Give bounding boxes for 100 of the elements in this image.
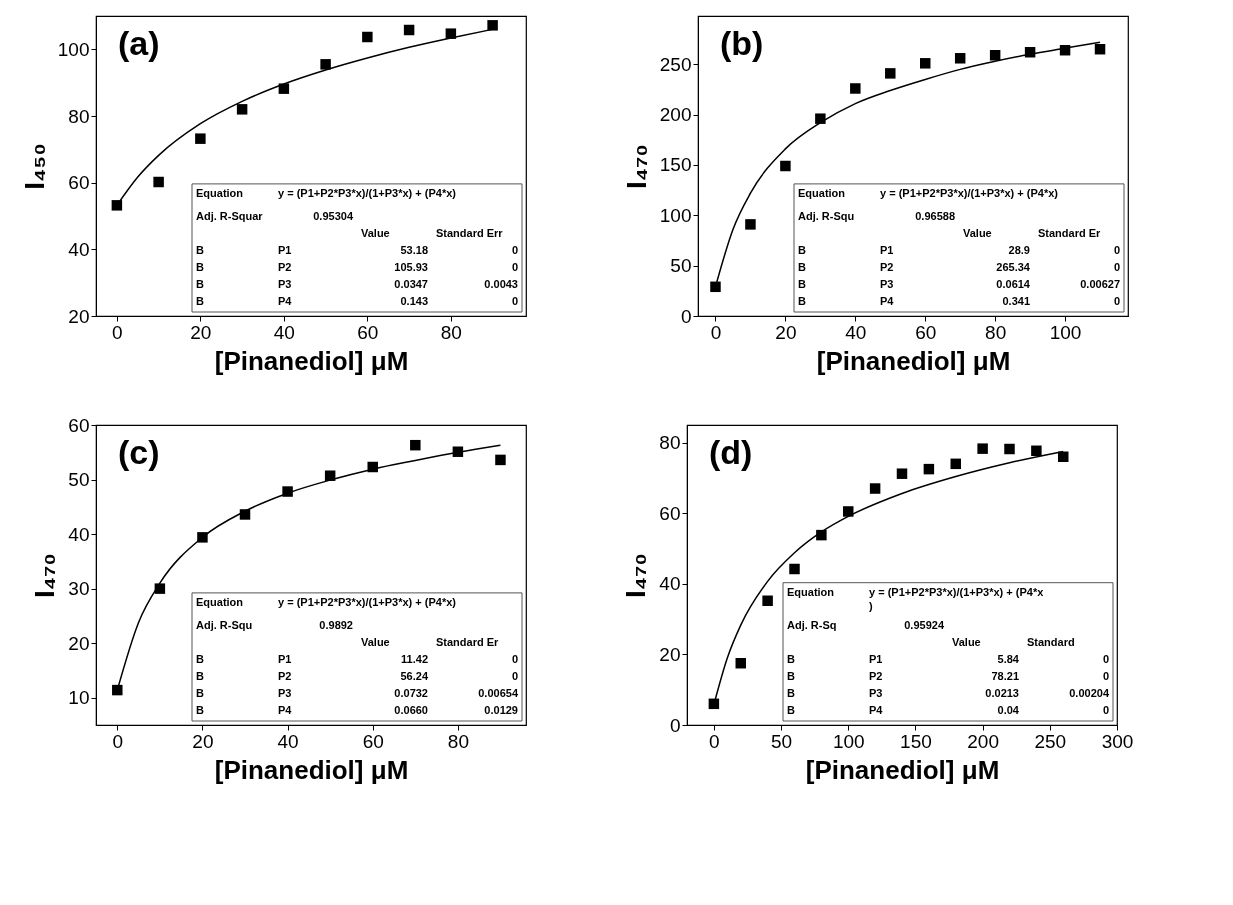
annotation: P3 [880, 277, 894, 290]
x-tick-label: 0 [709, 730, 720, 752]
annotation: 0 [511, 243, 518, 256]
x-tick-label: 0 [112, 321, 123, 343]
annotation: Adj. R-Sq [787, 618, 837, 631]
y-tick-label: 0 [680, 305, 692, 327]
annotation: P1 [869, 652, 883, 665]
y-tick-label: 60 [659, 502, 681, 524]
x-tick-label: 0 [710, 321, 722, 343]
x-tick-label: 100 [1049, 321, 1082, 343]
point [195, 133, 206, 144]
point [320, 59, 331, 70]
x-tick-label: 100 [832, 730, 865, 752]
annotation: P4 [278, 703, 293, 716]
annotation: 0.0660 [394, 703, 428, 716]
x-tick-label: 200 [967, 730, 999, 752]
annotation: P1 [880, 243, 894, 256]
annotation: 0 [1113, 260, 1120, 273]
point [1094, 43, 1106, 55]
chart-title: (a) [118, 24, 160, 62]
point [896, 468, 908, 479]
annotation: 0.143 [400, 294, 428, 307]
y-tick-label: 150 [659, 154, 692, 176]
annotation: 0.0213 [985, 686, 1019, 699]
point [362, 31, 373, 43]
x-tick-label: 40 [273, 321, 295, 343]
annotation: Value [361, 635, 390, 648]
annotation: 0.00654 [478, 686, 519, 699]
annotation: Standard Er [436, 635, 500, 648]
point [869, 483, 881, 494]
x-axis-title: [Pinanediol] μM [805, 754, 1000, 785]
y-axis-title: I₄₇₀ [620, 144, 652, 189]
y-axis-title: I₄₇₀ [29, 553, 61, 598]
y-tick-label: 30 [68, 578, 90, 600]
x-tick-label: 80 [447, 730, 469, 752]
annotation: 0 [1102, 652, 1109, 665]
annotation: P3 [278, 277, 292, 290]
annotation: 0 [511, 260, 518, 273]
point [954, 53, 966, 64]
annotation: Equation [787, 586, 835, 599]
x-tick-label: 60 [362, 730, 384, 752]
annotation: Value [963, 226, 992, 239]
point [153, 176, 164, 188]
x-tick-label: 40 [845, 321, 867, 343]
annotation: 78.21 [991, 669, 1019, 682]
y-tick-label: 20 [659, 643, 681, 665]
y-tick-label: 50 [670, 255, 692, 277]
annotation: P4 [869, 703, 884, 716]
y-tick-label: 80 [68, 105, 90, 127]
annotation: 5.84 [997, 652, 1020, 665]
annotation: B [787, 703, 795, 716]
annotation: P2 [278, 669, 292, 682]
annotation: Standard [1027, 635, 1075, 648]
x-tick-label: 20 [190, 321, 212, 343]
point [197, 532, 208, 543]
annotation: 0.9892 [319, 618, 353, 631]
annotation: 0 [511, 652, 518, 665]
x-tick-label: 300 [1101, 730, 1134, 752]
annotation: 0 [1113, 243, 1120, 256]
annotation: 0.00204 [1069, 686, 1110, 699]
x-tick-label: 40 [277, 730, 299, 752]
point [710, 281, 721, 293]
annotation: B [196, 686, 204, 699]
y-tick-label: 250 [659, 53, 692, 75]
chart-title: (b) [720, 24, 764, 62]
annotation: 265.34 [996, 260, 1031, 273]
point [780, 160, 791, 172]
x-tick-label: 20 [775, 321, 797, 343]
annotation: ) [869, 599, 873, 612]
annotation: P4 [278, 294, 293, 307]
annotation: 0.0129 [484, 703, 518, 716]
annotation: y = (P1+P2*P3*x)/(1+P3*x) + (P4*x) [880, 187, 1059, 200]
annotation: 53.18 [400, 243, 428, 256]
annotation: P3 [869, 686, 883, 699]
annotation: 0.0043 [484, 277, 518, 290]
annotation: B [798, 294, 806, 307]
annotation: B [787, 652, 795, 665]
y-tick-label: 40 [68, 523, 90, 545]
x-axis-title: [Pinanediol] μM [214, 345, 409, 376]
annotation: 0 [1113, 294, 1120, 307]
annotation: 28.9 [1008, 243, 1030, 256]
point [950, 458, 961, 470]
y-tick-label: 60 [68, 414, 90, 436]
y-tick-label: 0 [669, 714, 681, 736]
y-tick-label: 60 [68, 172, 90, 194]
annotation: y = (P1+P2*P3*x)/(1+P3*x) + (P4*x [869, 586, 1045, 599]
y-tick-label: 40 [68, 238, 90, 260]
annotation: Equation [196, 187, 244, 200]
point [111, 200, 123, 211]
point [885, 68, 896, 79]
point [1031, 445, 1042, 457]
annotation: P1 [278, 652, 292, 665]
annotation: 0 [1102, 703, 1109, 716]
y-tick-label: 80 [659, 432, 681, 454]
annotation: 0.00627 [1080, 277, 1120, 290]
y-axis-title: I₄₅₀ [18, 143, 50, 190]
annotation: Value [361, 226, 390, 239]
point [789, 563, 800, 575]
annotation: 0.0614 [996, 277, 1031, 290]
point [989, 50, 1001, 61]
